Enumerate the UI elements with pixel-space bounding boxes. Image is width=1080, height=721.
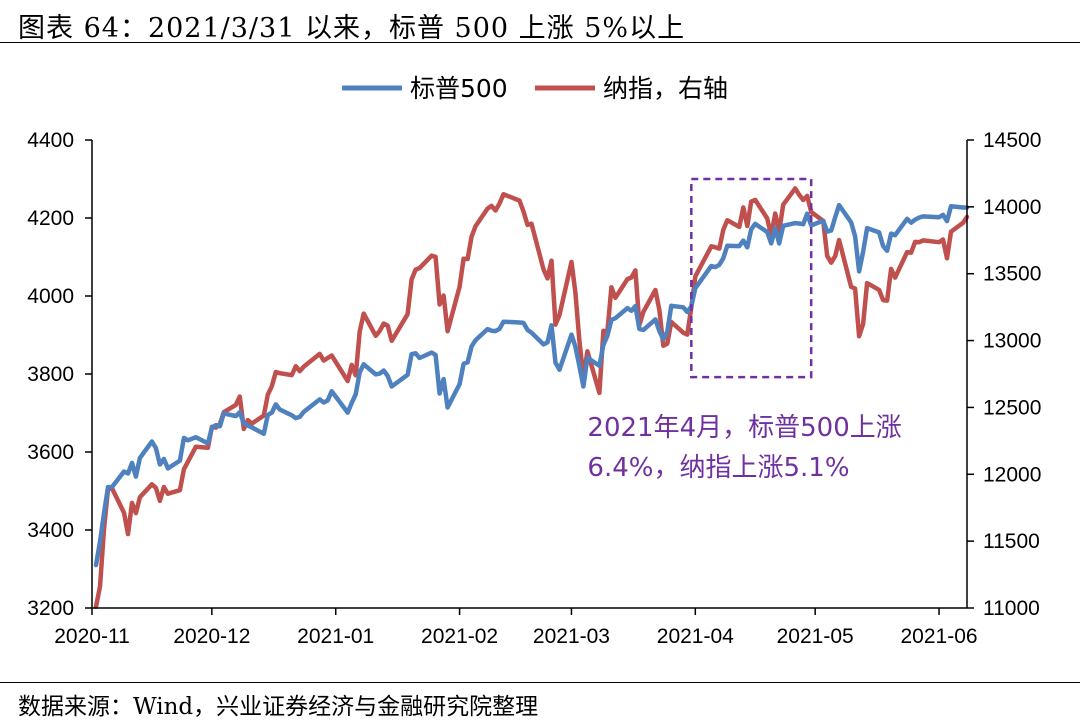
x-tick-label: 2021-06 xyxy=(900,625,977,648)
left-tick-label: 3600 xyxy=(27,441,74,464)
source-note: 数据来源：Wind，兴业证券经济与金融研究院整理 xyxy=(18,694,539,720)
source-rule xyxy=(0,682,1080,683)
annotation-layer: 2021年4月，标普500上涨 6.4%，纳指上涨5.1% xyxy=(587,413,901,483)
left-tick-label: 4000 xyxy=(27,285,74,308)
left-tick-label: 4400 xyxy=(27,129,74,152)
legend-label-nasdaq: 纳指，右轴 xyxy=(603,74,728,103)
x-tick-label: 2021-03 xyxy=(533,625,610,648)
x-tick-label: 2021-02 xyxy=(421,625,498,648)
april-highlight-box xyxy=(690,177,813,379)
legend-label-sp500: 标普500 xyxy=(410,74,508,103)
right-tick-label: 11500 xyxy=(983,530,1040,553)
right-tick-label: 12000 xyxy=(983,463,1041,486)
annotation-line-2: 6.4%，纳指上涨5.1% xyxy=(587,453,849,483)
x-tick-label: 2020-11 xyxy=(54,625,130,648)
left-tick-label: 3400 xyxy=(27,519,74,542)
title-rule xyxy=(0,42,1080,43)
left-tick-label: 3200 xyxy=(27,597,74,620)
x-tick-label: 2020-12 xyxy=(173,625,250,648)
right-tick-label: 13500 xyxy=(983,263,1041,286)
figure-title: 图表 64：2021/3/31 以来，标普 500 上涨 5%以上 xyxy=(18,13,686,44)
right-tick-label: 14000 xyxy=(983,196,1041,219)
right-tick-label: 13000 xyxy=(983,330,1041,353)
highlight-layer xyxy=(690,177,813,379)
series-layer xyxy=(93,186,970,609)
x-tick-label: 2021-05 xyxy=(777,625,854,648)
legend: 标普500 纳指，右轴 xyxy=(342,74,728,103)
x-tick-label: 2021-01 xyxy=(297,625,374,648)
right-tick-label: 12500 xyxy=(983,396,1041,419)
axes-layer: 3200 3400 3600 3800 4000 4200 4400 11000 11500 12… xyxy=(27,129,1041,648)
left-tick-label: 4200 xyxy=(27,207,74,230)
x-tick-label: 2021-04 xyxy=(657,625,734,648)
series-line-sp500 xyxy=(93,202,970,568)
series-line-nasdaq xyxy=(93,186,970,609)
annotation-line-1: 2021年4月，标普500上涨 xyxy=(587,413,901,443)
right-tick-label: 11000 xyxy=(983,597,1040,620)
right-tick-label: 14500 xyxy=(983,129,1041,152)
line-chart: 标普500 纳指，右轴 3200 3400 3600 3800 4000 4200 4400 1… xyxy=(27,74,1041,648)
left-tick-label: 3800 xyxy=(27,363,74,386)
